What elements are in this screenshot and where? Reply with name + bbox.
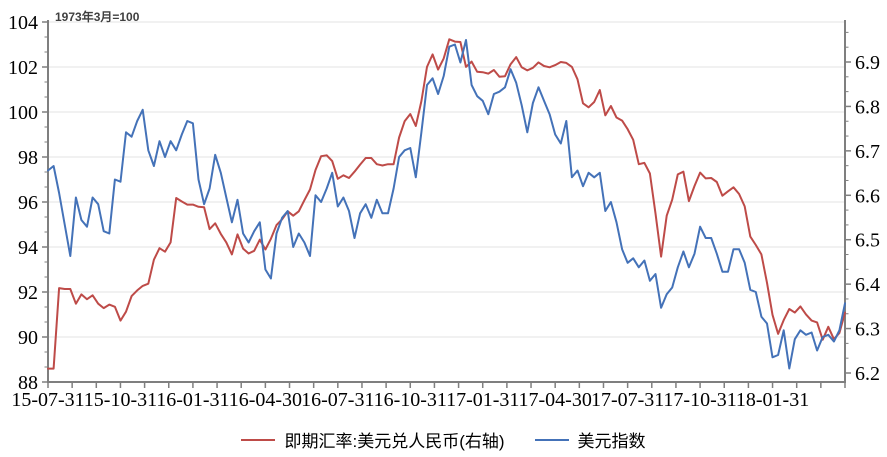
x-axis-tick-label: 16-10-31 (374, 389, 447, 411)
right-axis-tick-label: 6.6 (855, 185, 880, 207)
right-axis-tick-label: 6.8 (855, 96, 880, 118)
left-axis-tick-label: 96 (18, 192, 38, 214)
x-axis-tick-label: 15-07-31 (11, 389, 84, 411)
right-axis-tick-label: 6.2 (855, 363, 880, 385)
left-axis-tick-label: 94 (18, 237, 38, 259)
x-axis-tick-label: 17-04-30 (519, 389, 592, 411)
legend: 即期汇率:美元兑人民币(右轴) 美元指数 (0, 427, 887, 452)
legend-label-dollar-index: 美元指数 (577, 432, 646, 451)
left-axis-tick-label: 98 (18, 147, 38, 169)
left-axis-tick-label: 92 (18, 282, 38, 304)
blue-line-swatch (534, 438, 569, 441)
x-axis-tick-label: 17-01-31 (446, 389, 519, 411)
red-line-swatch (241, 438, 276, 441)
right-axis-tick-label: 6.5 (855, 230, 880, 252)
x-axis-tick-label: 17-10-31 (663, 389, 736, 411)
x-axis-tick-label: 15-10-31 (84, 389, 157, 411)
index-base-annotation: 1973年3月=100 (55, 10, 140, 24)
left-axis-tick-label: 100 (8, 102, 38, 124)
x-axis-tick-label: 16-01-31 (156, 389, 229, 411)
x-axis-tick-label: 16-07-31 (301, 389, 374, 411)
legend-item-usdcny: 即期汇率:美元兑人民币(右轴) (241, 427, 505, 452)
axes (47, 20, 846, 383)
left-axis-tick-label: 104 (8, 12, 38, 34)
right-axis-tick-label: 6.9 (855, 52, 880, 74)
left-axis-tick-label: 88 (18, 372, 38, 394)
legend-label-usdcny: 即期汇率:美元兑人民币(右轴) (284, 432, 505, 451)
series (47, 38, 846, 370)
x-axis-tick-label: 18-01-31 (736, 389, 809, 411)
right-axis-tick-label: 6.4 (855, 274, 880, 296)
axis-ticks (42, 21, 851, 388)
x-axis-tick-label: 17-07-31 (591, 389, 664, 411)
legend-item-dollar-index: 美元指数 (534, 427, 646, 452)
x-axis-tick-label: 16-04-30 (229, 389, 302, 411)
gridlines (48, 21, 845, 338)
dollar-index-line (47, 39, 846, 370)
axis-labels: 88 90 92 94 96 98 100 102 104 6.2 6.3 6.4 6.5 6.6 6.7 6… (8, 12, 880, 411)
usd-cny-spot-rate-line (47, 38, 846, 370)
left-axis-tick-label: 102 (8, 57, 38, 79)
right-axis-tick-label: 6.3 (855, 319, 880, 341)
left-axis-tick-label: 90 (18, 327, 38, 349)
right-axis-tick-label: 6.7 (855, 141, 880, 163)
